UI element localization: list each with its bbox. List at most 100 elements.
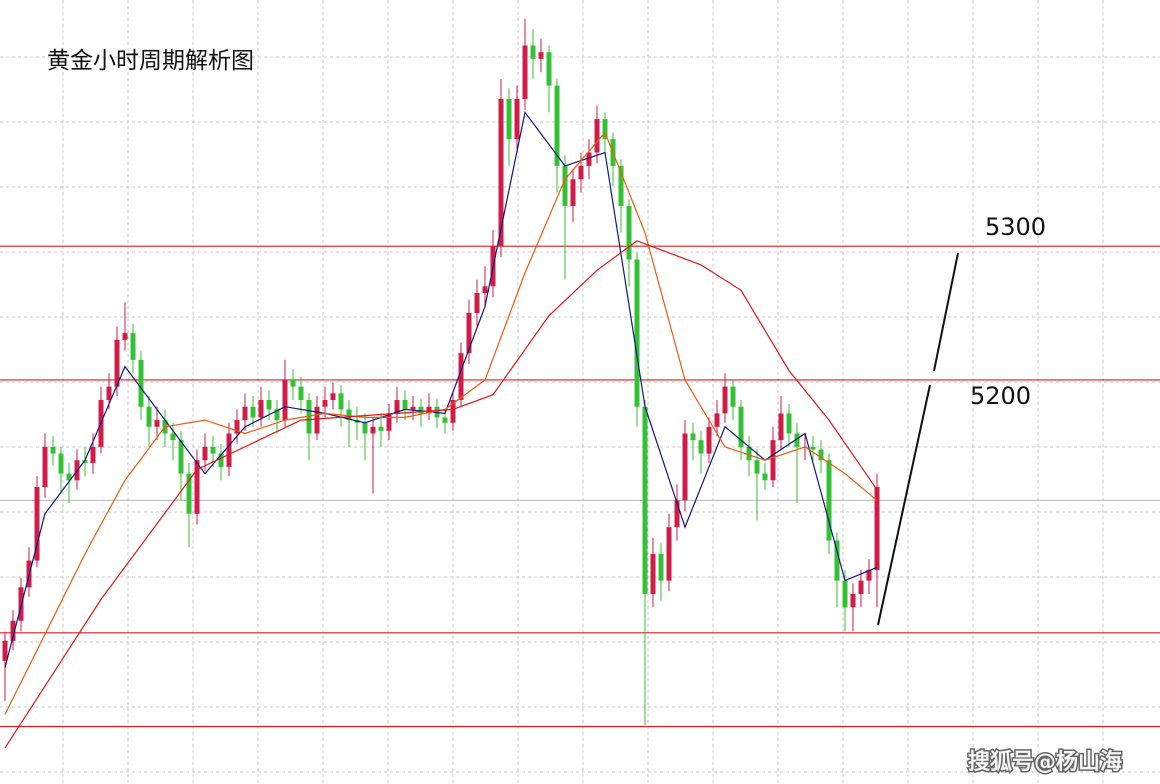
candle-body — [642, 406, 648, 595]
candle-body — [154, 420, 160, 427]
candle-body — [690, 433, 696, 441]
candle-body — [722, 386, 728, 414]
candle-body — [530, 45, 536, 59]
candle-body — [506, 99, 512, 140]
candle-body — [578, 165, 584, 180]
candle-body — [290, 379, 296, 387]
candle-body — [570, 179, 576, 207]
candle-body — [242, 406, 248, 421]
candle-body — [282, 379, 288, 421]
candle-body — [66, 473, 72, 481]
candle-body — [706, 426, 712, 454]
candle-body — [178, 440, 184, 474]
candle-body — [322, 400, 328, 407]
candle-body — [410, 406, 416, 410]
candle-body — [562, 165, 568, 207]
candle-body — [306, 400, 312, 434]
levels: 5300 5200 — [0, 213, 1160, 728]
candle-body — [666, 527, 672, 581]
candle-body — [466, 313, 472, 354]
candle-body — [810, 446, 816, 450]
candle-body — [786, 413, 792, 434]
candle-body — [370, 426, 376, 434]
trend-line — [933, 252, 959, 372]
moving-averages — [4, 110, 878, 749]
candle-body — [834, 540, 840, 581]
candle-body — [42, 446, 48, 487]
candle-body — [346, 409, 352, 421]
candle-body — [34, 486, 40, 561]
candle-body — [58, 453, 64, 474]
candle-body — [266, 400, 272, 410]
candle-body — [546, 52, 552, 86]
candle-body — [114, 339, 120, 387]
candle-body — [634, 259, 640, 407]
candle-body — [226, 433, 232, 467]
candle-body — [146, 406, 152, 427]
candle-body — [330, 393, 336, 401]
candle-body — [250, 406, 256, 418]
candle-body — [650, 553, 656, 595]
candle-body — [674, 500, 680, 528]
candle-body — [850, 594, 856, 608]
chart-title: 黄金小时周期解析图 — [47, 48, 254, 74]
candle-body — [730, 386, 736, 407]
trend-line — [877, 384, 931, 626]
candle-body — [866, 569, 872, 581]
candle-body — [458, 353, 464, 401]
candle-body — [138, 359, 144, 407]
candle-body — [90, 446, 96, 463]
candle-body — [362, 422, 368, 434]
trend-annotation — [877, 252, 959, 626]
candle-body — [778, 413, 784, 441]
candle-body — [538, 52, 544, 59]
candle-body — [682, 433, 688, 501]
candle-body — [554, 85, 560, 166]
candle-body — [714, 413, 720, 427]
candle-body — [402, 400, 408, 410]
candle-body — [298, 386, 304, 401]
candle-body — [514, 99, 520, 140]
candle-body — [754, 460, 760, 474]
candle-body — [170, 433, 176, 441]
candle-body — [2, 640, 8, 661]
candle-body — [602, 119, 608, 140]
candle-body — [274, 409, 280, 421]
candle-body — [770, 440, 776, 481]
candle-body — [858, 580, 864, 595]
moving-average-line — [4, 131, 878, 715]
candle-body — [106, 386, 112, 401]
level-label: 5300 — [985, 213, 1046, 241]
candle-body — [378, 426, 384, 431]
candle-body — [450, 400, 456, 423]
candle-body — [386, 413, 392, 431]
candle-body — [426, 406, 432, 414]
candle-body — [10, 620, 16, 641]
candle-body — [658, 553, 664, 581]
candle-body — [202, 446, 208, 461]
candle-body — [258, 400, 264, 418]
candle-body — [762, 473, 768, 481]
candle-body — [794, 433, 800, 447]
candle-body — [482, 286, 488, 293]
candle-body — [394, 400, 400, 414]
candle-body — [218, 453, 224, 467]
candle-body — [82, 460, 88, 463]
candle-body — [338, 393, 344, 410]
moving-average-line — [4, 110, 878, 668]
candle-body — [442, 417, 448, 423]
candle-body — [698, 440, 704, 454]
candle-body — [50, 446, 56, 454]
candle-body — [874, 486, 880, 570]
candle-body — [186, 473, 192, 514]
candle-body — [618, 165, 624, 207]
candle-body — [842, 580, 848, 608]
candle-body — [746, 446, 752, 461]
candle-body — [122, 333, 128, 340]
watermark: 搜狐号@杨山海 — [968, 749, 1122, 775]
candle-body — [210, 446, 216, 454]
candle-body — [498, 99, 504, 247]
candle-body — [522, 45, 528, 100]
moving-average-line — [4, 240, 878, 749]
